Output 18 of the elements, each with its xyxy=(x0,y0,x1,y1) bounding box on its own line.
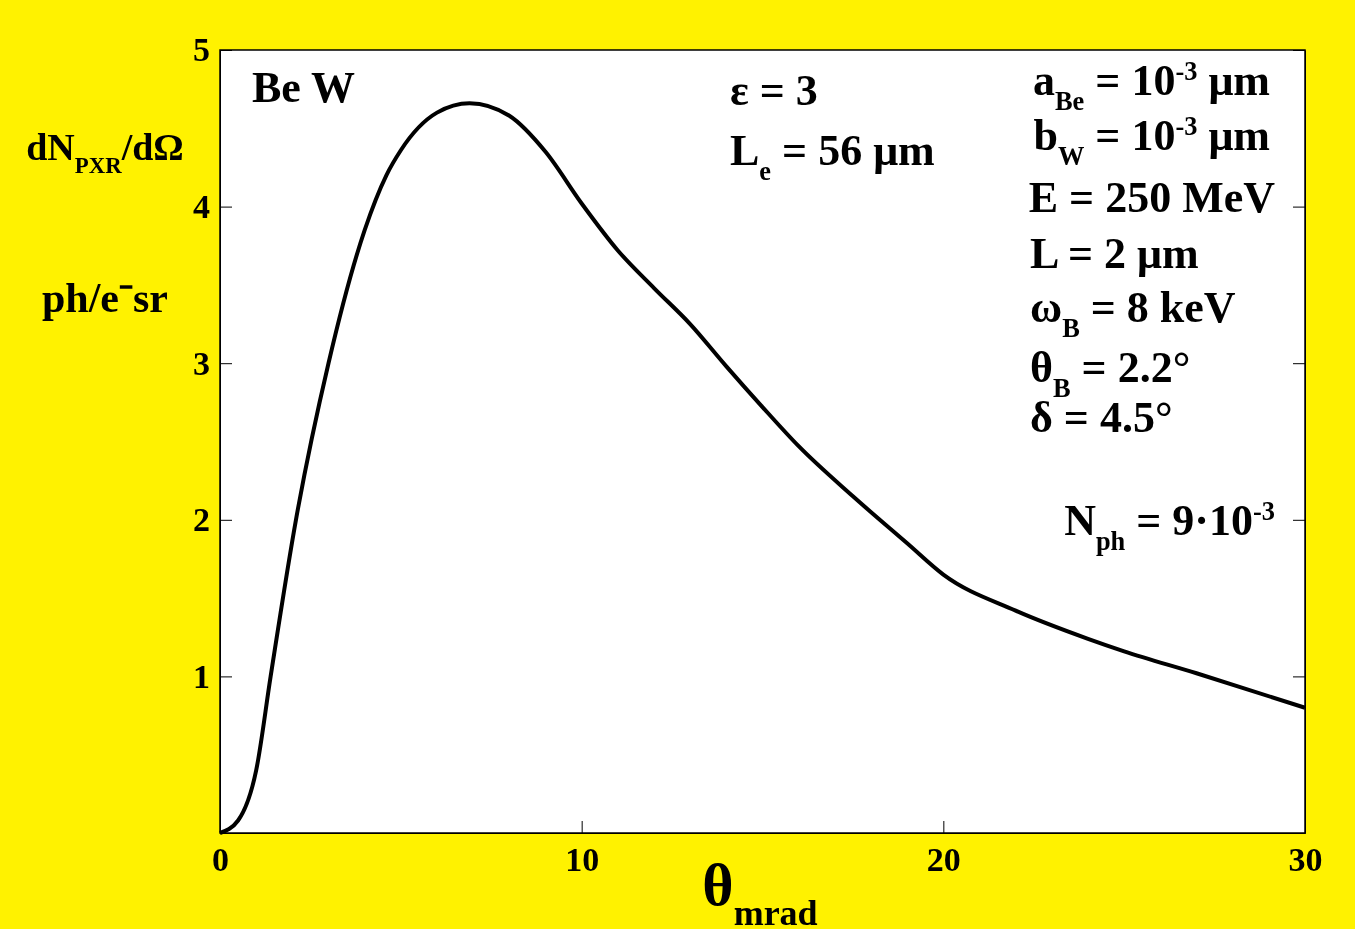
annotation: L = 2 μm xyxy=(1030,229,1199,278)
x-tick-label: 10 xyxy=(565,841,600,879)
y-tick-label: 1 xyxy=(193,657,210,695)
x-axis-title: θ$_{mrad}$ xyxy=(702,852,818,929)
annotation: E = 250 MeV xyxy=(1028,173,1276,222)
annotation: ω$_{B}$ = 8 keV xyxy=(1030,283,1236,343)
annotation: ε = 3 xyxy=(730,66,818,115)
x-tick-label: 20 xyxy=(926,841,961,879)
text: dN$_{PXR}$/dΩ ph/e⁻sr xyxy=(26,126,184,321)
annotation: N$_{ph}$ = 9·10$^{-3}$ xyxy=(1064,496,1275,556)
y-tick-label: 4 xyxy=(193,187,210,225)
annotation: L$_{e}$ = 56 μm xyxy=(730,126,935,186)
x-tick-label: 0 xyxy=(212,841,229,879)
annotation: Be W xyxy=(252,63,356,112)
y-tick-label: 3 xyxy=(193,344,210,382)
x-tick-label: 30 xyxy=(1288,841,1323,879)
y-tick-label: 5 xyxy=(193,31,210,69)
y-tick-label: 2 xyxy=(193,501,210,539)
